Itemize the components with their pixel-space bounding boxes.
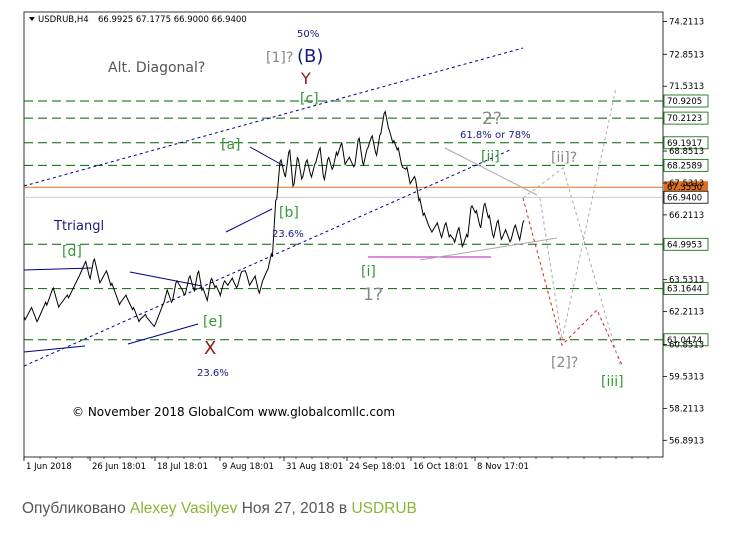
y-tick-label: 62.2113	[669, 308, 704, 318]
red-projection	[522, 197, 623, 366]
caption-middle: Ноя 27, 2018 в	[237, 500, 352, 517]
x-tick-label: 26 Jun 18:01	[92, 462, 146, 472]
level-label-box	[663, 333, 709, 347]
price-series	[23, 110, 525, 328]
wave-B-label: (B)	[297, 46, 323, 67]
level-label-box	[663, 282, 709, 295]
horizontal-levels: 70.9205 70.2123 69.1917 68.2589 64.9953 63.16…	[24, 94, 709, 347]
caption-prefix: Опубликовано	[22, 500, 131, 517]
x-tick-label: 1 Jun 2018	[26, 462, 72, 472]
y-tick-label: 58.2113	[669, 404, 704, 414]
fib-level-label: 61.8% or 78%	[460, 130, 531, 141]
lower-channel-line	[23, 149, 511, 367]
wave-e-label: [e]	[203, 314, 223, 330]
upper-channel-line	[23, 47, 524, 187]
wave-b-label: [b]	[279, 205, 299, 221]
current-price-label: 66.9400	[667, 193, 702, 203]
y-tick-label: 56.8913	[669, 436, 704, 446]
x-tick-label: 31 Aug 18:01	[286, 462, 343, 472]
y-tick-label: 71.5313	[669, 82, 704, 92]
wave-2-label: 2?	[482, 109, 502, 129]
wave-annotations: Alt. Diagonal? Ttriangl [1]? (B) Y 50% [c] [a] […	[53, 29, 624, 390]
level-label: 69.1917	[667, 139, 702, 149]
level-label: 64.9953	[667, 240, 702, 250]
trend-channels	[23, 47, 558, 367]
support-gray-line	[419, 237, 558, 261]
level-label-box	[663, 237, 709, 251]
gray-projection-1	[522, 167, 621, 366]
x-tick-label: 16 Oct 18:01	[413, 462, 468, 472]
triangle-label: Ttriangl	[53, 219, 104, 234]
y-tick-label: 67.5313	[669, 179, 704, 189]
wave-b-line	[225, 208, 273, 233]
wave-projections	[522, 87, 623, 366]
wave-ii-alt-label: [ii]?	[551, 150, 577, 166]
resistance-gray-line	[444, 147, 538, 196]
y-tick-label: 74.2113	[669, 17, 704, 27]
wave-Y-label: Y	[300, 69, 311, 88]
wave-1-alt-label: [1]?	[266, 50, 293, 66]
triangle-lower	[23, 345, 86, 353]
orange-level-label: 67.3550	[667, 183, 702, 193]
y-tick-label: 60.8513	[669, 341, 704, 351]
triangle-lower-2	[127, 323, 199, 345]
wave-i-label: [i]	[361, 264, 376, 280]
x-tick-label: 9 Aug 18:01	[222, 462, 274, 472]
y-tick-label: 68.8513	[669, 147, 704, 157]
price-line	[23, 110, 525, 328]
dropdown-arrow-icon[interactable]	[29, 17, 35, 21]
level-label: 68.2589	[667, 161, 702, 171]
level-label: 63.1644	[667, 285, 702, 295]
publish-caption: Опубликовано Alexey Vasilyev Ноя 27, 201…	[22, 500, 417, 518]
y-tick-label: 59.5313	[669, 372, 704, 382]
x-tick-label: 8 Nov 17:01	[477, 462, 529, 472]
pct-236-bottom-label: 23.6%	[197, 368, 229, 379]
wave-c-label: [c]	[300, 91, 319, 107]
x-tick-label: 24 Sep 18:01	[349, 462, 406, 472]
level-label: 70.9205	[667, 97, 702, 107]
plot-area	[23, 11, 664, 458]
level-label: 61.0474	[667, 336, 702, 346]
level-label-box	[663, 136, 709, 150]
y-tick-label: 66.2113	[669, 211, 704, 221]
level-label: 70.2123	[667, 114, 702, 124]
symbol-link[interactable]: USDRUB	[351, 500, 417, 517]
wave-a-line	[249, 146, 285, 167]
alt-diagonal-label: Alt. Diagonal?	[108, 60, 205, 76]
level-label-box	[663, 94, 709, 108]
copyright-text: © November 2018 GlobalCom www.globalcoml…	[72, 405, 395, 419]
pct-50-label: 50%	[297, 29, 319, 40]
wave-1-label: 1?	[363, 285, 383, 305]
chart-svg: USDRUB,H4 66.9925 67.1775 66.9000 66.940…	[23, 11, 709, 472]
wave-a-label: [a]	[221, 137, 241, 153]
y-tick-label: 63.5313	[669, 276, 704, 286]
triangle-upper-2	[129, 271, 203, 287]
wave-X-label: X	[204, 338, 216, 359]
y-tick-label: 72.8513	[669, 50, 704, 60]
author-link[interactable]: Alexey Vasilyev	[130, 500, 238, 517]
current-price-box	[663, 190, 709, 204]
x-axis: 1 Jun 2018 26 Jun 18:01 18 Jul 18:01 9 Aug …	[23, 457, 649, 472]
wave-d-label: [d]	[62, 244, 82, 260]
ohlc-values: 66.9925 67.1775 66.9000 66.9400	[98, 15, 247, 25]
level-label-box	[663, 158, 709, 172]
pct-236-top-label: 23.6%	[272, 229, 304, 240]
level-label-box	[663, 111, 709, 125]
wave-2-alt-label: [2]?	[551, 355, 578, 371]
price-chart[interactable]: USDRUB,H4 66.9925 67.1775 66.9000 66.940…	[0, 0, 743, 475]
triangle-upper	[23, 267, 93, 271]
x-tick-label: 18 Jul 18:01	[157, 462, 208, 472]
wave-ii-label: [ii]	[481, 149, 500, 165]
wave-iii-label: [iii]	[601, 374, 624, 390]
chart-header: USDRUB,H4 66.9925 67.1775 66.9000 66.940…	[29, 15, 247, 25]
y-axis: 74.2113 72.8513 71.5313 68.8513 67.5313 66.21…	[663, 17, 704, 446]
symbol-label: USDRUB,H4	[38, 15, 89, 25]
orange-level-box	[664, 181, 708, 194]
